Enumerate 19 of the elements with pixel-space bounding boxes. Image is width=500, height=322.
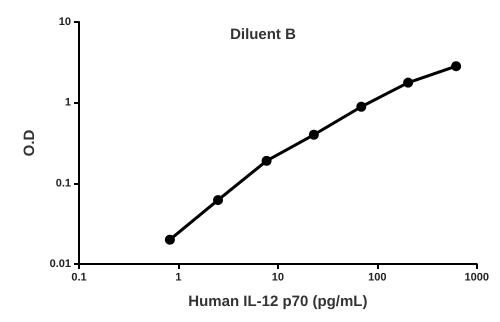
y-axis-title: O.D xyxy=(21,130,38,156)
y-tick-label: 0.1 xyxy=(56,177,71,190)
point xyxy=(308,130,319,140)
x-axis-title: Human IL-12 p70 (pg/mL) xyxy=(188,293,368,310)
point xyxy=(164,234,175,245)
point xyxy=(356,102,366,112)
y-tick-label: 10 xyxy=(58,16,71,28)
point xyxy=(403,78,414,88)
point xyxy=(262,156,272,166)
x-tick-label: 1000 xyxy=(464,272,490,284)
x-tick-label: 0.1 xyxy=(71,272,87,284)
point xyxy=(213,195,224,206)
y-tick-label: 1 xyxy=(64,96,71,109)
point xyxy=(451,61,462,72)
y-tick-label: 0.01 xyxy=(50,258,71,270)
x-tick-label: 100 xyxy=(368,272,387,284)
x-tick-label: 10 xyxy=(272,272,284,284)
chart-title: Diluent B xyxy=(230,26,296,43)
x-tick-label: 1 xyxy=(175,272,182,284)
